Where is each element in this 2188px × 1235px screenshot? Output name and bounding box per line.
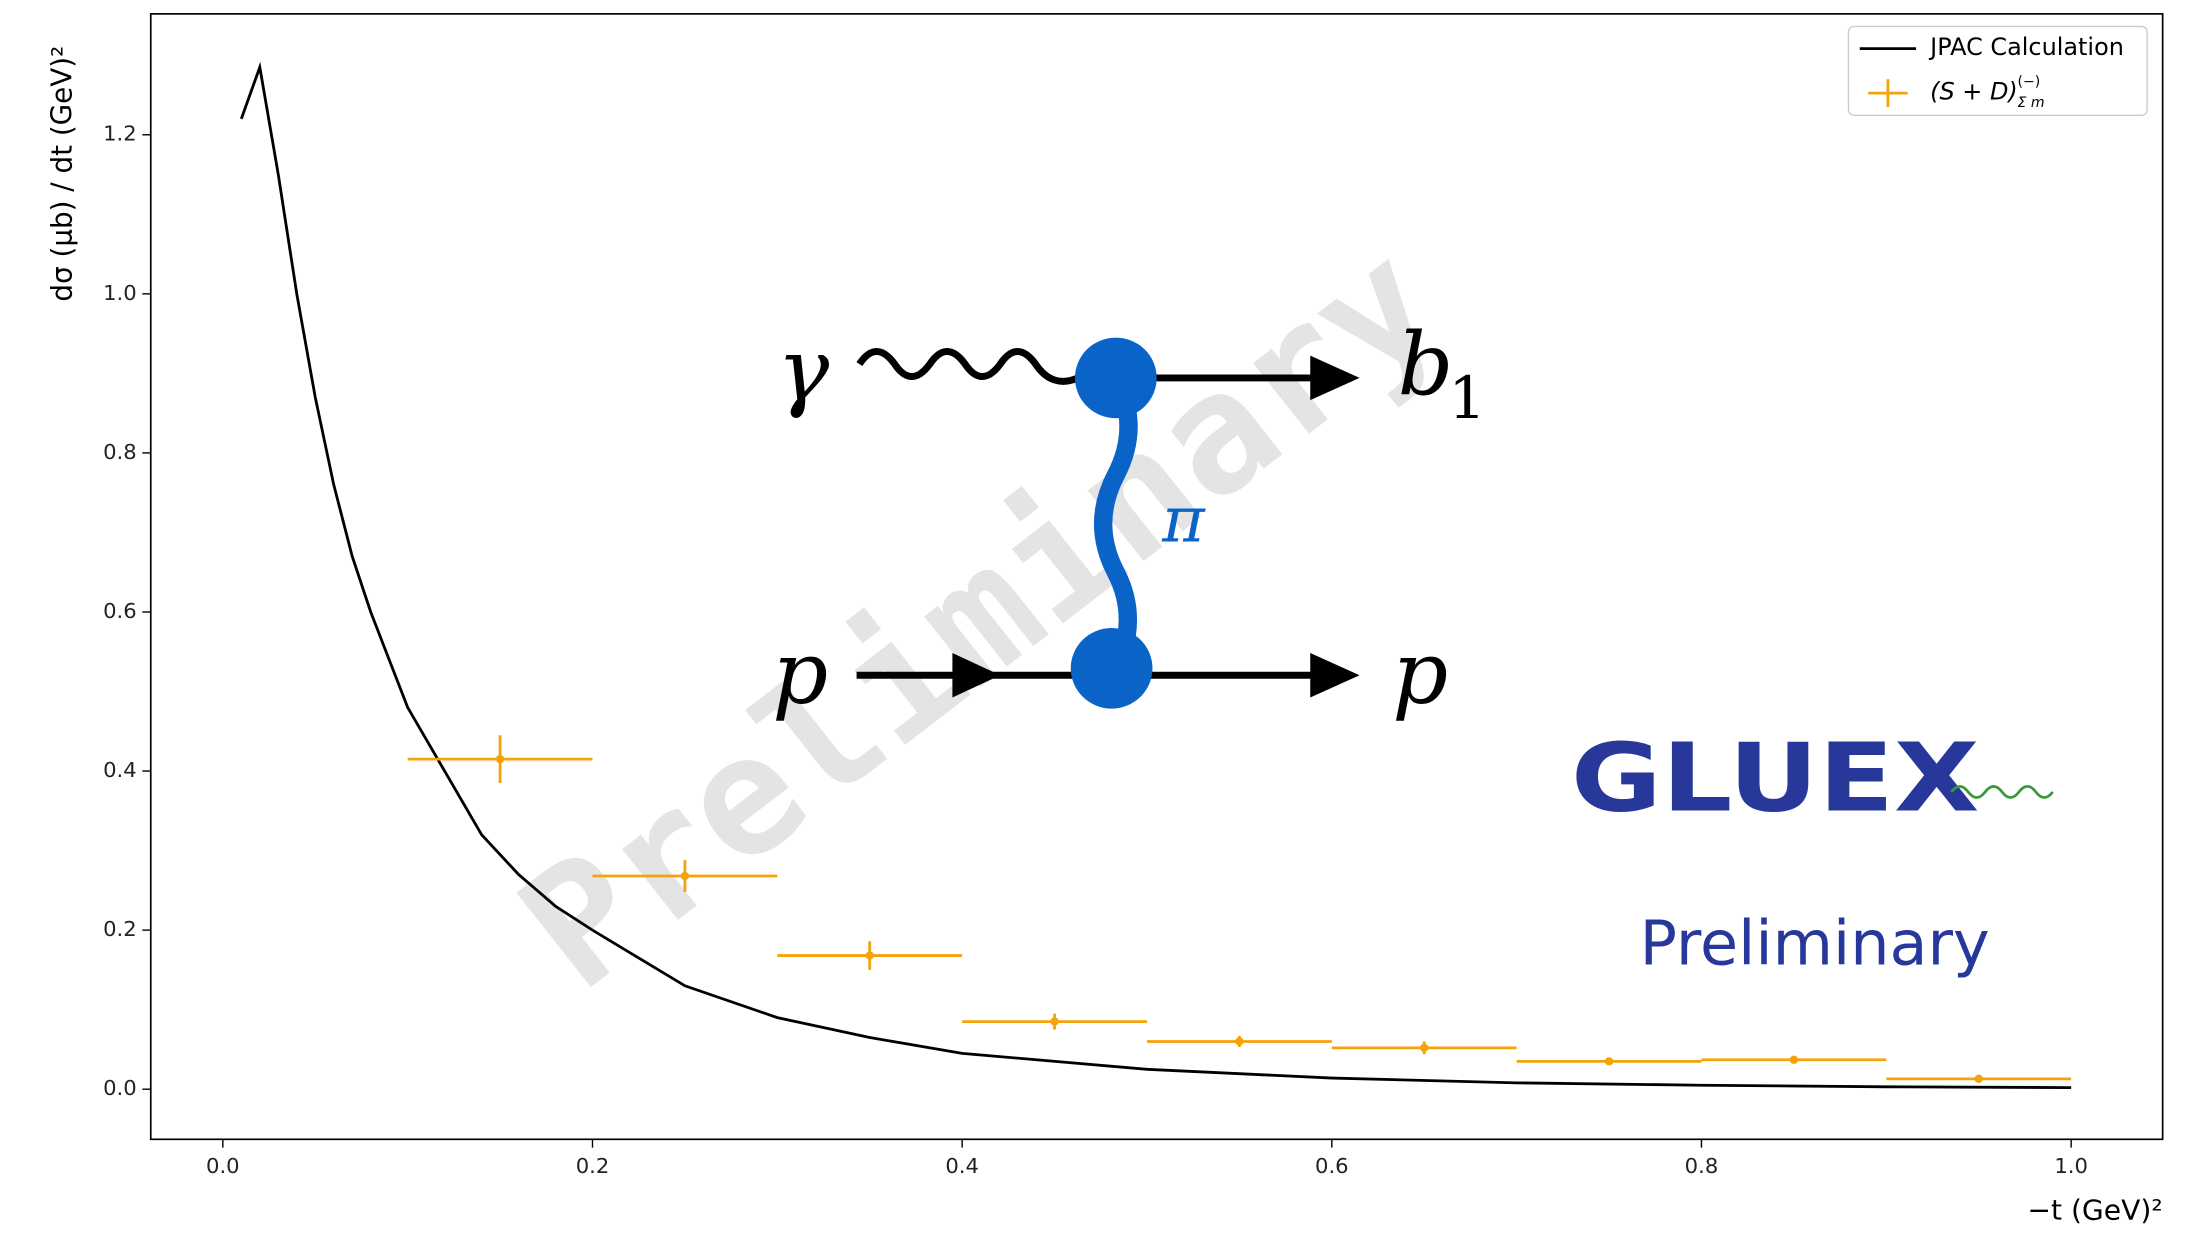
y-tick-label: 0.6 (103, 599, 137, 623)
data-point (407, 735, 593, 783)
y-tick-label: 0.2 (103, 917, 137, 941)
legend-label-sub: Σ m (2018, 95, 2045, 111)
y-axis-label: dσ (μb) / dt (GeV)² (45, 46, 78, 302)
legend-box (1847, 25, 2148, 117)
marker (1789, 1055, 1799, 1064)
data-point (1701, 1055, 1887, 1064)
legend-label: JPAC Calculation (1928, 33, 2124, 61)
vertex (1074, 337, 1157, 419)
pion-line (1094, 373, 1138, 680)
marker (1974, 1074, 1983, 1084)
data-point (962, 1013, 1147, 1030)
x-tick-label: 1.0 (2054, 1154, 2088, 1178)
label: b (1398, 315, 1454, 415)
marker (1050, 1017, 1059, 1026)
label: π (1161, 483, 1206, 557)
watermark: Preliminary (486, 207, 1473, 1026)
x-tick-label: 0.8 (1685, 1154, 1719, 1178)
x-tick-label: 0.4 (945, 1154, 979, 1178)
y-tick-label: 0.4 (103, 758, 137, 782)
marker (1235, 1037, 1244, 1046)
legend-label: (S + D) (1930, 78, 2018, 106)
diagram: γ b 1 π p p (772, 315, 1486, 724)
logo-tag: Preliminary (1640, 908, 1990, 980)
marker (495, 754, 505, 764)
data-point (777, 941, 963, 970)
arrowhead (1310, 355, 1360, 401)
plot-frame (149, 13, 2164, 1141)
y-tick-label: 0.0 (103, 1076, 137, 1100)
arrowhead (952, 653, 1001, 698)
data-point (1331, 1041, 1517, 1055)
label: p (1392, 624, 1448, 724)
data-point (1146, 1035, 1332, 1048)
label: p (772, 624, 828, 724)
marker (865, 951, 874, 960)
label: γ (777, 321, 829, 421)
logo-wave (1950, 785, 2054, 799)
arrowhead (1310, 653, 1360, 698)
curve (239, 61, 2072, 1089)
y-tick-label: 1.0 (103, 281, 137, 305)
legend-label-sup: (−) (2018, 74, 2041, 90)
data-point (592, 860, 778, 892)
photon-line (856, 348, 1080, 385)
x-tick-label: 0.0 (206, 1154, 240, 1178)
vertex (1070, 628, 1153, 709)
label: 1 (1448, 363, 1486, 432)
x-tick-label: 0.2 (576, 1154, 610, 1178)
marker (1420, 1043, 1429, 1053)
y-tick-label: 1.2 (103, 122, 137, 146)
data-point (1516, 1057, 1702, 1066)
x-axis-label: −t (GeV)² (2027, 1194, 2162, 1227)
logo: GLUEX Preliminary (1571, 724, 2054, 980)
logo-name: GLUEX (1571, 724, 1980, 833)
x-tick-label: 0.6 (1315, 1154, 1349, 1178)
y-tick-label: 0.8 (103, 440, 137, 464)
marker (680, 871, 690, 881)
data-point (1886, 1074, 2072, 1084)
marker (1604, 1057, 1614, 1066)
